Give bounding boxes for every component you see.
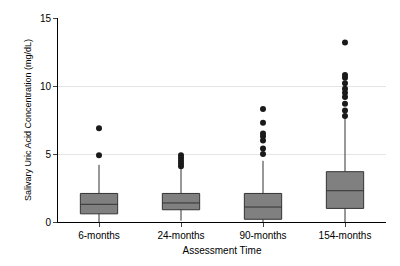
svg-text:90-months: 90-months bbox=[239, 230, 286, 241]
svg-text:10: 10 bbox=[40, 81, 52, 92]
svg-text:5: 5 bbox=[45, 149, 51, 160]
svg-text:0: 0 bbox=[45, 217, 51, 228]
svg-text:Salivary Uric Acid Concentrati: Salivary Uric Acid Concentration (mg/dL) bbox=[23, 39, 33, 201]
svg-text:154-months: 154-months bbox=[319, 230, 372, 241]
svg-text:15: 15 bbox=[40, 13, 52, 24]
svg-text:24-months: 24-months bbox=[157, 230, 204, 241]
svg-text:6-months: 6-months bbox=[78, 230, 120, 241]
svg-text:Assessment Time: Assessment Time bbox=[183, 245, 262, 256]
